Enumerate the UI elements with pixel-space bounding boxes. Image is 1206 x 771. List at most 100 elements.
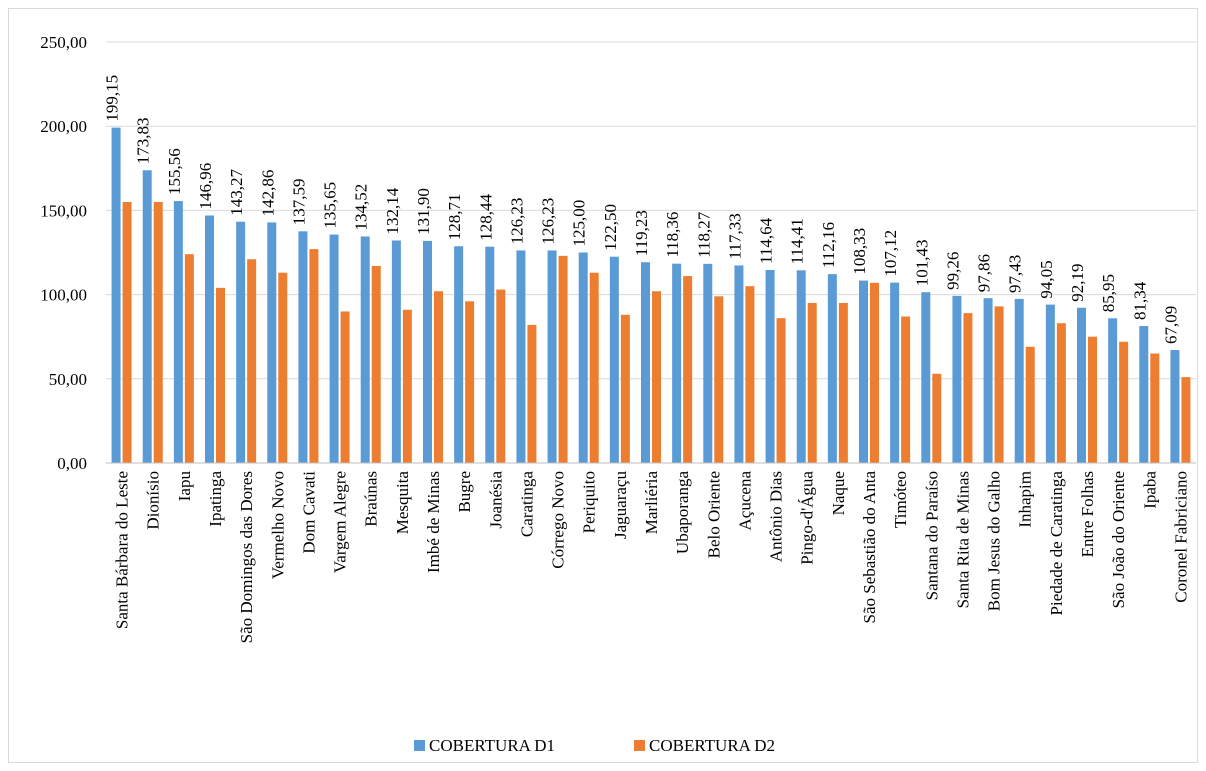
bar-cobertura-d2 bbox=[496, 289, 506, 463]
bar-cobertura-d1 bbox=[734, 265, 744, 463]
data-label-d1: 99,26 bbox=[943, 252, 962, 290]
category-label: Ubaporanga bbox=[673, 471, 692, 555]
y-tick-label: 100,00 bbox=[40, 286, 87, 305]
bar-cobertura-d2 bbox=[714, 296, 724, 463]
category-label: São João do Oriente bbox=[1109, 471, 1128, 608]
bar-cobertura-d1 bbox=[1077, 307, 1086, 463]
bar-cobertura-d2 bbox=[434, 291, 443, 463]
bar-cobertura-d1 bbox=[547, 250, 557, 463]
bar-cobertura-d2 bbox=[1181, 377, 1191, 463]
category-label: Joanésia bbox=[486, 471, 505, 529]
bar-cobertura-d1 bbox=[796, 270, 806, 463]
bars bbox=[111, 127, 1191, 464]
data-label-d1: 67,09 bbox=[1161, 306, 1180, 344]
bar-cobertura-d1 bbox=[205, 215, 214, 463]
bar-cobertura-d2 bbox=[1025, 346, 1035, 463]
bar-cobertura-d1 bbox=[578, 252, 588, 463]
bar-cobertura-d1 bbox=[827, 274, 837, 463]
bar-cobertura-d1 bbox=[641, 262, 650, 463]
category-label: Marliéria bbox=[642, 471, 661, 535]
bar-cobertura-d2 bbox=[184, 254, 194, 463]
category-label: Santa Bárbara do Leste bbox=[113, 471, 132, 629]
category-label: Santana do Paraíso bbox=[922, 471, 941, 600]
bar-cobertura-d1 bbox=[921, 292, 931, 463]
y-tick-label: 250,00 bbox=[40, 33, 87, 52]
data-label-d1: 107,12 bbox=[881, 230, 900, 277]
category-label: Jaguaraçu bbox=[611, 471, 630, 539]
data-label-d1: 92,19 bbox=[1068, 264, 1087, 302]
category-label: Córrego Novo bbox=[549, 471, 568, 569]
bar-cobertura-d1 bbox=[267, 222, 277, 463]
bar-cobertura-d2 bbox=[1150, 353, 1160, 463]
data-label-d1: 173,83 bbox=[134, 118, 153, 165]
data-label-d1: 155,56 bbox=[165, 148, 184, 195]
bar-cobertura-d2 bbox=[683, 276, 693, 463]
bar-cobertura-d2 bbox=[994, 306, 1004, 463]
data-label-d1: 81,34 bbox=[1130, 281, 1149, 320]
bar-cobertura-d2 bbox=[1088, 336, 1097, 463]
y-tick-label: 200,00 bbox=[40, 117, 87, 136]
y-axis-ticks: 0,00 50,00 100,00 150,00 200,00 250,00 bbox=[40, 33, 87, 473]
bar-cobertura-d2 bbox=[247, 259, 257, 463]
data-label-d1: 131,90 bbox=[414, 188, 433, 235]
category-label: Bugre bbox=[455, 471, 474, 513]
data-label-d1: 142,86 bbox=[258, 170, 277, 217]
data-label-d1: 85,95 bbox=[1099, 274, 1118, 312]
chart-frame: 0,00 50,00 100,00 150,00 200,00 250,00 199,15… bbox=[8, 8, 1198, 763]
data-label-d1: 126,23 bbox=[539, 198, 558, 245]
bar-cobertura-d1 bbox=[173, 201, 183, 463]
legend-swatch-d2 bbox=[634, 740, 645, 751]
bar-cobertura-d2 bbox=[278, 272, 288, 463]
bar-cobertura-d2 bbox=[963, 313, 973, 463]
bar-cobertura-d2 bbox=[870, 282, 879, 463]
bar-cobertura-d1 bbox=[454, 246, 464, 463]
data-label-d1: 118,36 bbox=[663, 212, 682, 258]
data-label-d1: 135,65 bbox=[321, 182, 340, 229]
category-label: Caratinga bbox=[517, 471, 536, 538]
bar-chart: 0,00 50,00 100,00 150,00 200,00 250,00 199,15… bbox=[40, 33, 1196, 755]
data-label-d1: 119,23 bbox=[632, 210, 651, 256]
bar-cobertura-d2 bbox=[216, 287, 225, 463]
bar-cobertura-d2 bbox=[527, 324, 537, 463]
bar-cobertura-d1 bbox=[890, 282, 900, 463]
category-label: Imbé de Minas bbox=[424, 471, 443, 573]
bar-cobertura-d1 bbox=[859, 280, 868, 463]
category-label: Santa Rita de Minas bbox=[953, 471, 972, 608]
category-label: Pingo-d'Água bbox=[798, 471, 817, 565]
bar-cobertura-d2 bbox=[620, 314, 630, 463]
data-label-d1: 117,33 bbox=[725, 213, 744, 259]
bar-cobertura-d1 bbox=[703, 263, 713, 463]
bar-cobertura-d1 bbox=[952, 295, 962, 463]
bar-cobertura-d2 bbox=[371, 265, 381, 463]
data-label-d1: 97,86 bbox=[975, 254, 994, 292]
category-label: Entre Folhas bbox=[1078, 471, 1097, 557]
data-label-d1: 94,05 bbox=[1037, 260, 1056, 298]
category-label: Timóteo bbox=[891, 471, 910, 528]
data-label-d1: 125,00 bbox=[570, 200, 589, 247]
data-label-d1: 137,59 bbox=[289, 179, 308, 226]
category-label: Bom Jesus do Galho bbox=[985, 471, 1004, 611]
category-labels: Santa Bárbara do Leste Dionísio Iapu Ipatin… bbox=[113, 471, 1191, 644]
bar-cobertura-d1 bbox=[423, 240, 432, 463]
data-label-d1: 146,96 bbox=[196, 163, 215, 210]
bar-cobertura-d2 bbox=[122, 201, 132, 464]
category-label: São Domingos das Dores bbox=[237, 471, 256, 643]
y-tick-label: 50,00 bbox=[49, 370, 87, 389]
legend-swatch-d1 bbox=[414, 740, 425, 751]
category-label: Ipaba bbox=[1140, 471, 1159, 509]
legend-label-d2: COBERTURA D2 bbox=[649, 736, 775, 755]
bar-cobertura-d2 bbox=[776, 318, 786, 463]
category-label: Naque bbox=[829, 471, 848, 515]
legend-label-d1: COBERTURA D1 bbox=[429, 736, 555, 755]
data-label-d1: 128,44 bbox=[476, 193, 495, 240]
bar-cobertura-d1 bbox=[111, 127, 121, 463]
category-label: Dom Cavati bbox=[299, 471, 318, 554]
bar-cobertura-d2 bbox=[309, 249, 319, 463]
y-tick-label: 0,00 bbox=[57, 454, 87, 473]
bar-cobertura-d1 bbox=[1139, 326, 1149, 463]
data-label-d1: 128,71 bbox=[445, 194, 464, 241]
category-label: Dionísio bbox=[144, 471, 163, 530]
bar-cobertura-d1 bbox=[765, 269, 775, 463]
data-label-d1: 114,41 bbox=[788, 218, 807, 264]
data-label-d1: 97,43 bbox=[1006, 255, 1025, 293]
